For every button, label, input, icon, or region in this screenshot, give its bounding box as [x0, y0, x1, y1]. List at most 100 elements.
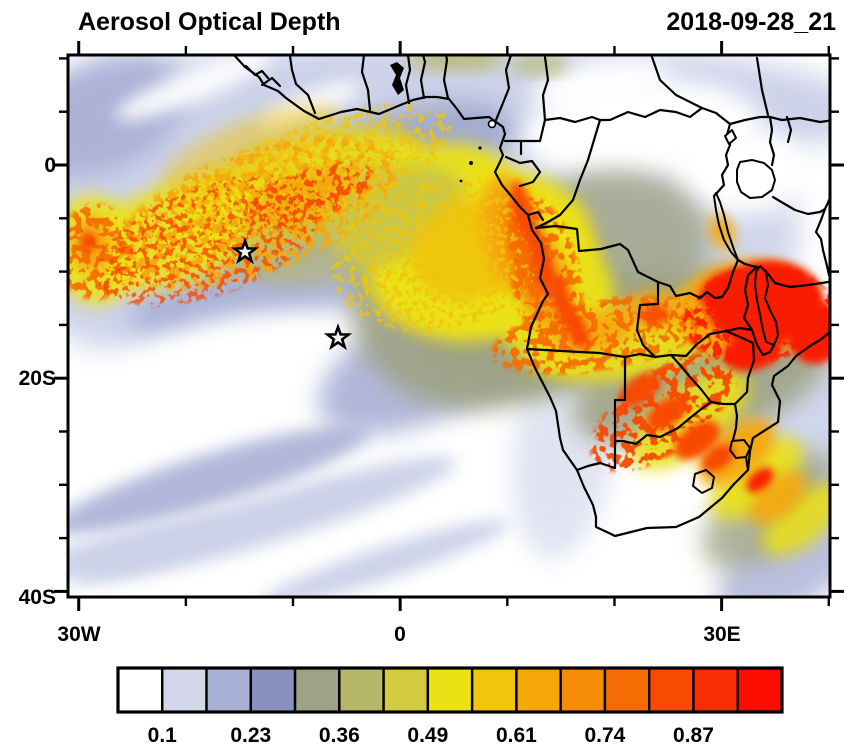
field-blob	[187, 102, 453, 238]
colorbar-cell	[338, 666, 385, 714]
field-blob	[115, 55, 275, 121]
colorbar-label: 0.74	[584, 724, 625, 747]
map-border	[504, 155, 542, 188]
country-borders	[232, 55, 830, 538]
colorbar-cell	[648, 666, 695, 714]
map-border	[360, 55, 372, 112]
x-tick-label-30e: 30E	[703, 623, 740, 646]
field-blob	[787, 300, 830, 364]
lake-volta	[390, 62, 404, 95]
sao-tome-island	[469, 161, 473, 165]
field-blob	[510, 56, 570, 74]
field-blob	[701, 444, 735, 472]
colorbar-cell	[382, 666, 430, 714]
map-border	[575, 355, 627, 472]
field-blob	[530, 57, 670, 113]
map-border	[525, 347, 673, 359]
axes	[54, 41, 844, 611]
lesotho-border	[692, 469, 715, 494]
field-blob	[641, 306, 669, 324]
x-tick-label-0: 0	[394, 623, 406, 646]
map-border	[656, 258, 740, 300]
field-blob	[565, 311, 589, 349]
colorbar: 0.1 0.23 0.36 0.49 0.61 0.74 0.87	[116, 666, 784, 747]
colorbar-cell	[603, 666, 651, 714]
map-border	[442, 55, 450, 100]
map-border	[742, 265, 776, 357]
field-blob	[261, 520, 509, 597]
field-blob	[699, 271, 745, 309]
field-blob	[528, 226, 556, 298]
map-border	[534, 224, 660, 284]
lake-tanganyika	[713, 192, 739, 261]
lake-albert	[724, 129, 737, 145]
map-border	[669, 353, 713, 404]
map-border	[244, 64, 270, 80]
map-border	[519, 55, 550, 143]
map-border	[744, 455, 750, 472]
colorbar-label: 0.49	[407, 724, 448, 747]
map-border	[232, 55, 830, 538]
y-tick-label-20s: 20S	[19, 367, 56, 390]
field-blob	[718, 489, 830, 597]
island-star-markers	[230, 237, 353, 351]
map-border	[494, 55, 513, 122]
colorbar-cell	[116, 666, 164, 714]
map-border	[260, 76, 282, 88]
star-marker	[230, 237, 260, 265]
field-blob	[762, 484, 830, 556]
field-blob	[511, 180, 535, 244]
colorbar-cell	[426, 666, 474, 714]
colorbar-cell	[249, 666, 297, 714]
map-border	[419, 55, 427, 100]
eswatini-border	[729, 439, 751, 459]
colorbar-label: 0.87	[673, 724, 714, 747]
map-border	[635, 280, 660, 359]
colorbar-cell	[161, 666, 208, 714]
map-border	[543, 106, 830, 126]
map-border	[650, 55, 704, 110]
map-border	[288, 55, 317, 115]
field-blob	[68, 55, 186, 177]
field-blob	[405, 55, 505, 70]
field-blob	[746, 467, 774, 493]
colorbar-cell	[293, 666, 341, 714]
map-border	[534, 118, 602, 230]
map-border	[755, 56, 770, 117]
lake-victoria	[736, 159, 776, 199]
map-border	[731, 402, 739, 442]
bioko-island	[487, 119, 497, 129]
field-blob	[749, 472, 807, 524]
map-border	[736, 258, 759, 269]
map-border	[404, 55, 412, 105]
map-border	[814, 195, 830, 279]
map-border	[763, 268, 830, 289]
map-border	[669, 329, 728, 358]
map-border	[526, 210, 545, 222]
timestamp-label: 2018-09-28_21	[666, 8, 836, 36]
map-border	[613, 426, 680, 446]
annobon-island	[459, 179, 463, 183]
colorbar-label: 0.61	[496, 724, 537, 747]
field-blob	[68, 425, 368, 535]
colorbar-cell	[736, 666, 784, 714]
colorbar-cell	[515, 666, 562, 714]
colorbar-cell	[692, 666, 739, 714]
map-border	[771, 195, 827, 216]
map-border	[724, 326, 754, 333]
principe-island	[478, 146, 482, 150]
field-blob	[618, 372, 662, 408]
x-tick-label-30w: 30W	[57, 623, 100, 646]
colorbar-label: 0.1	[148, 724, 178, 747]
map-border	[709, 400, 737, 406]
chart-title: Aerosol Optical Depth	[78, 8, 341, 36]
colorbar-cell	[470, 666, 518, 714]
field-blob	[674, 420, 720, 460]
colorbar-cell	[559, 666, 607, 714]
colorbar-label: 0.23	[230, 724, 271, 747]
field-blob	[331, 178, 549, 332]
colorbar-frame	[116, 666, 784, 714]
field-blob	[645, 395, 689, 431]
colorbar-label: 0.36	[319, 724, 360, 747]
